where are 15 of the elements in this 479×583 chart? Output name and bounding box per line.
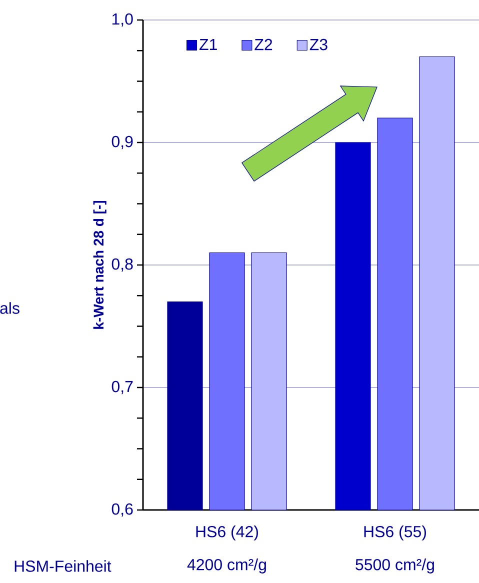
text: 4200 cm²/g <box>187 558 266 574</box>
legend-label: Z2 <box>254 38 272 50</box>
text: als <box>0 302 20 314</box>
legend-label: Z3 <box>310 38 328 50</box>
x-tick-label: HS6 (42) <box>196 526 258 540</box>
y-tick-label: 0,6 <box>112 503 133 517</box>
y-tick-label: 1,0 <box>112 13 133 27</box>
y-tick-label: 0,8 <box>112 258 133 272</box>
x-tick-label: HS6 (55) <box>364 526 426 540</box>
y-tick-label: 0,7 <box>112 380 133 394</box>
text: HSM-Feinheit <box>14 560 112 572</box>
text: 5500 cm²/g <box>356 558 434 574</box>
y-tick-label: 0,9 <box>112 136 133 150</box>
y-axis-title: k-Wert nach 28 d [-] <box>93 200 106 329</box>
legend-label: Z1 <box>200 38 217 50</box>
